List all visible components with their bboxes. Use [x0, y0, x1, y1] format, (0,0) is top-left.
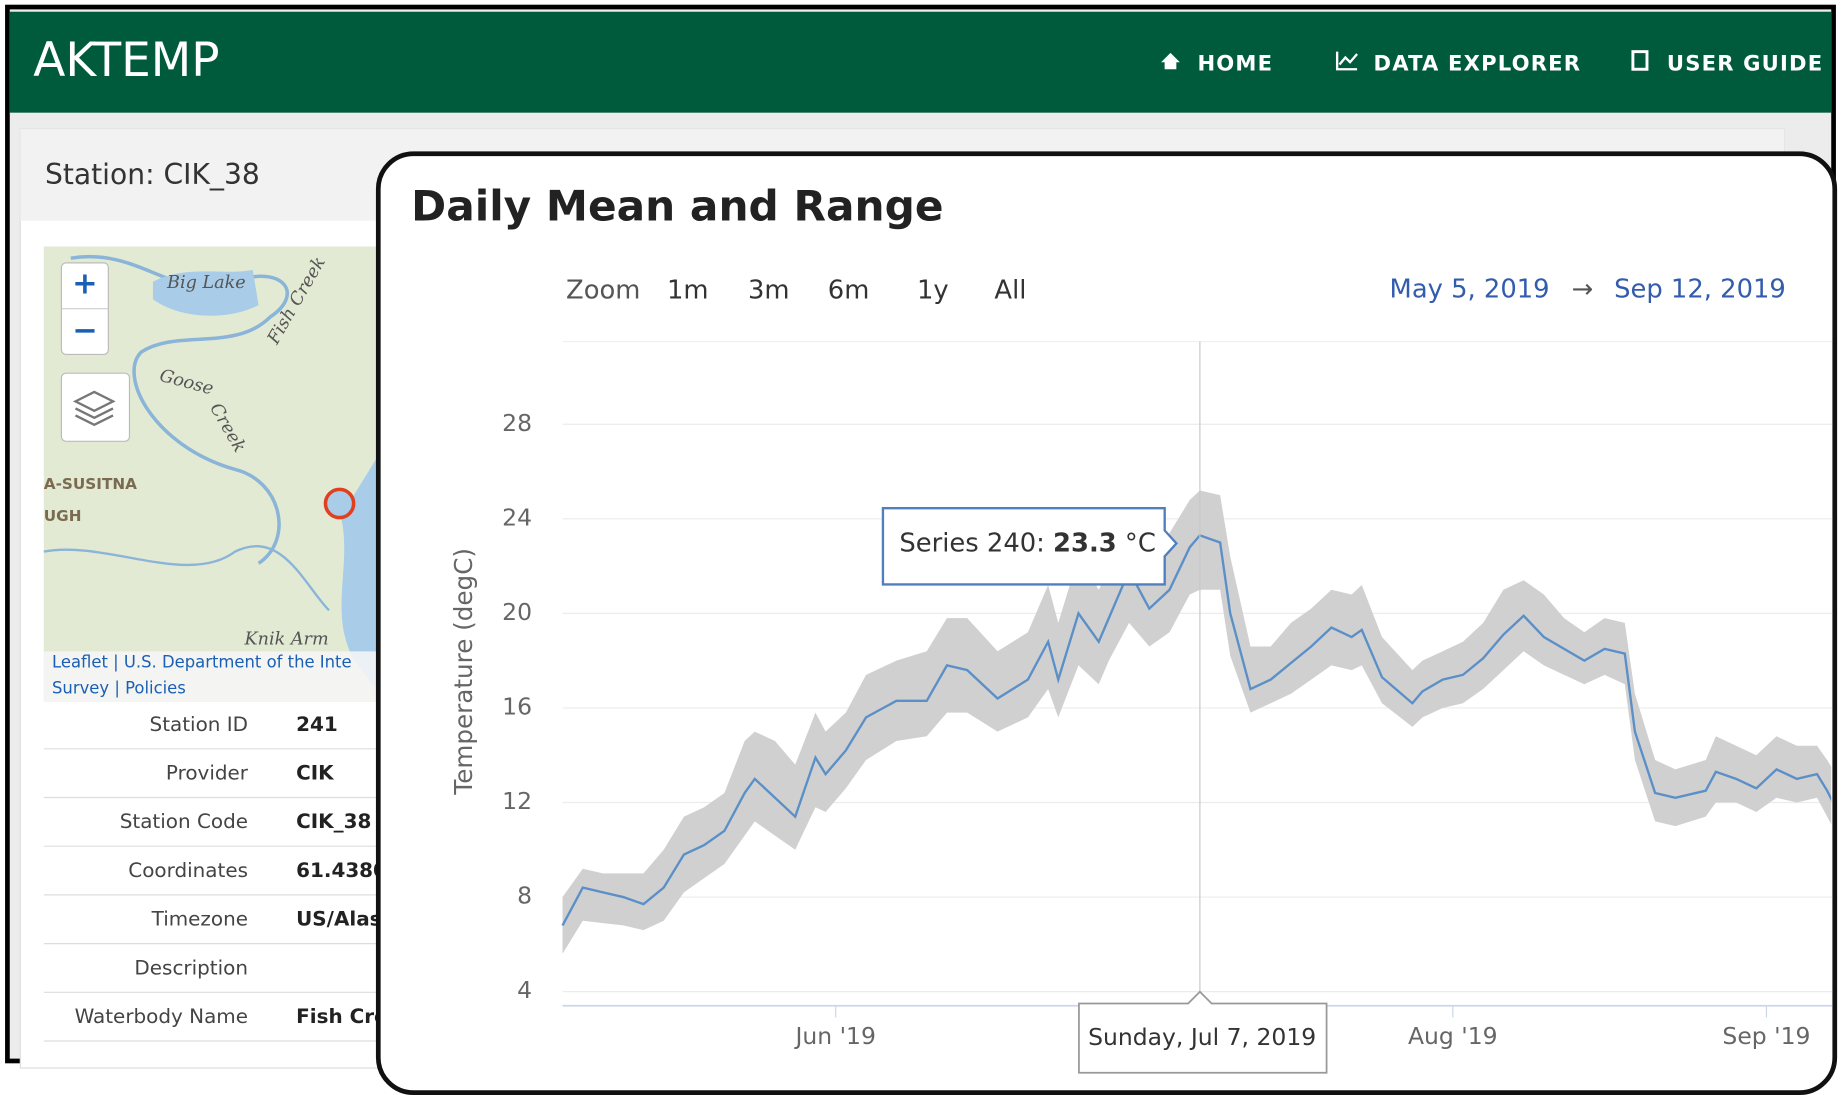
y-tick-label: 16: [502, 692, 532, 720]
field-value: US/Alas: [296, 907, 381, 931]
map-label: UGH: [44, 507, 82, 525]
map: + − Big Lake Fish Creek Goose Creek A-SU…: [44, 246, 384, 701]
attribution[interactable]: Survey | Policies: [52, 678, 186, 697]
field-value: Fish Cre: [296, 1004, 387, 1028]
y-tick-label: 4: [517, 976, 532, 1004]
x-tick-label: Sep '19: [1722, 1022, 1810, 1050]
field-label: Provider: [166, 761, 249, 785]
range-to[interactable]: Sep 12, 2019: [1614, 274, 1786, 304]
tooltip-part: °C: [1125, 528, 1156, 558]
field-label: Station Code: [120, 809, 248, 833]
tooltip-part: 23.3: [1053, 528, 1117, 558]
range-from[interactable]: May 5, 2019: [1390, 274, 1550, 304]
field-label: Coordinates: [128, 858, 248, 882]
nav-data-explorer[interactable]: DATA EXPLORER: [1374, 51, 1582, 76]
attribution[interactable]: Leaflet | U.S. Department of the Inte: [52, 653, 352, 672]
chart-title: Daily Mean and Range: [411, 181, 943, 230]
nav-user-guide[interactable]: USER GUIDE: [1667, 51, 1823, 76]
field-label: Timezone: [151, 907, 248, 931]
brand[interactable]: AKTEMP: [33, 33, 219, 88]
station-title: Station: CIK_38: [45, 158, 260, 191]
field-value: 61.4380: [296, 858, 387, 882]
field-value: CIK_38: [296, 809, 371, 833]
x-tick-label: Jun '19: [793, 1022, 875, 1050]
field-value: 241: [296, 712, 338, 736]
map-label: Knik Arm: [243, 630, 328, 650]
station-marker[interactable]: [325, 489, 353, 517]
zoom-label: Zoom: [566, 276, 640, 306]
x-tick-label: Aug '19: [1408, 1022, 1498, 1050]
y-tick-label: 20: [502, 598, 532, 626]
map-label: Big Lake: [166, 273, 246, 293]
field-label: Waterbody Name: [75, 1004, 248, 1028]
page: AKTEMP HOME DATA EXPLORER USER GUIDE Sta…: [0, 0, 1841, 1095]
layers-button[interactable]: [61, 373, 129, 441]
zoom-button[interactable]: 3m: [748, 276, 790, 306]
range-arrow: →: [1572, 274, 1594, 304]
zoom-in[interactable]: +: [72, 267, 98, 302]
date-label: Sunday, Jul 7, 2019: [1088, 1023, 1316, 1051]
y-tick-label: 28: [502, 409, 532, 437]
y-tick-label: 8: [517, 882, 532, 910]
field-label: Description: [134, 955, 248, 979]
tooltip-part: Series 240:: [899, 528, 1044, 558]
zoom-out[interactable]: −: [72, 314, 98, 349]
nav-home[interactable]: HOME: [1197, 51, 1273, 76]
map-label: A-SUSITNA: [44, 475, 137, 493]
zoom-button[interactable]: All: [994, 276, 1026, 306]
y-tick-label: 24: [502, 503, 532, 531]
zoom-button[interactable]: 1m: [667, 276, 709, 306]
zoom-button[interactable]: 6m: [828, 276, 870, 306]
field-value: CIK: [296, 761, 335, 785]
zoom-button[interactable]: 1y: [917, 276, 949, 306]
field-label: Station ID: [150, 712, 248, 736]
y-axis-title: Temperature (degC): [449, 548, 478, 796]
y-tick-label: 12: [502, 787, 532, 815]
